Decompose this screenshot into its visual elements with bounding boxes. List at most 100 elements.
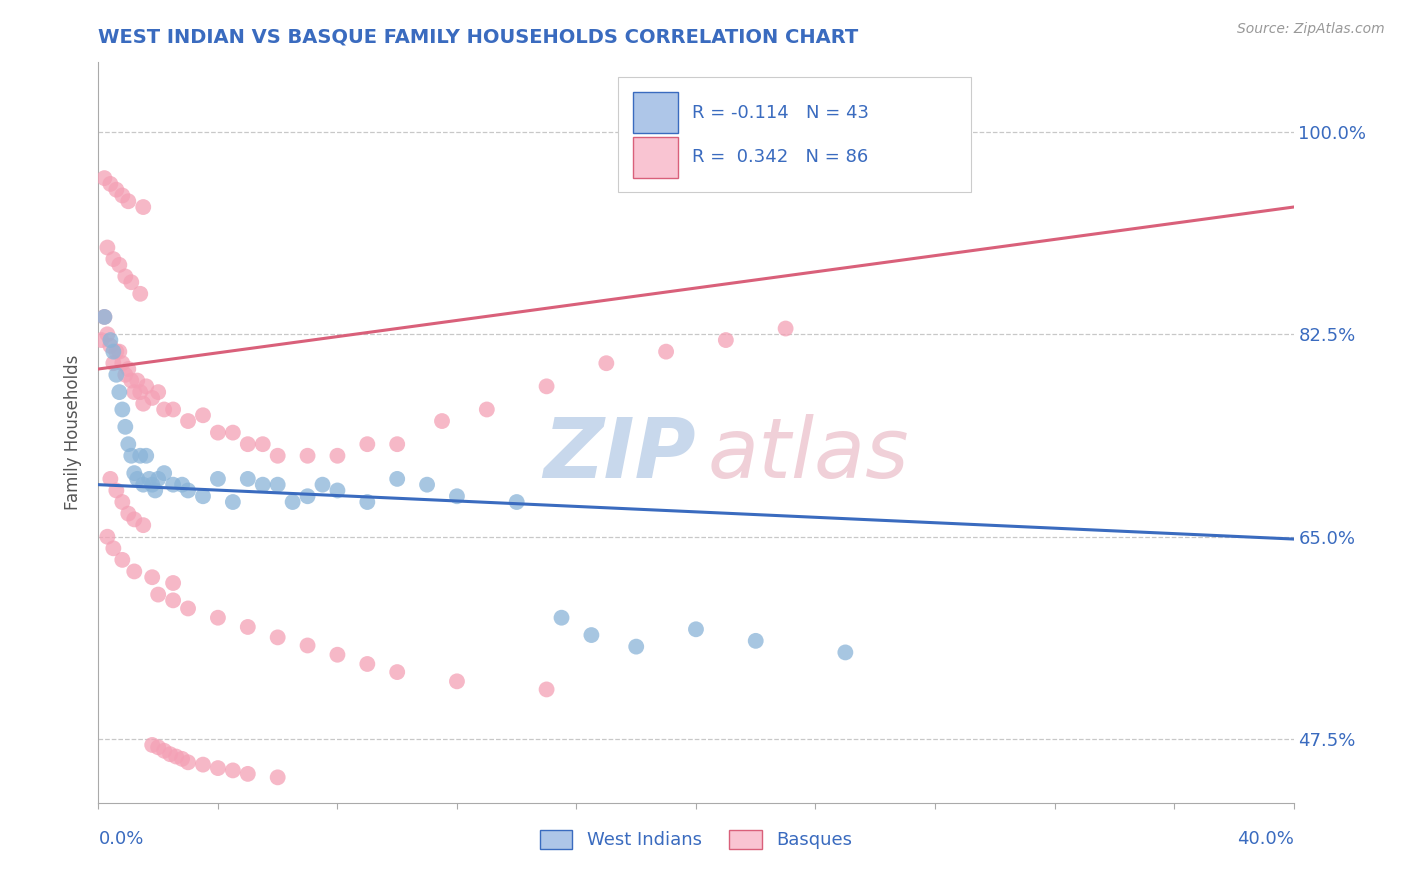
Point (655, 344, 678, 359)
Point (446, 674, 468, 689)
FancyBboxPatch shape (633, 93, 678, 133)
Point (222, 764, 245, 778)
Point (162, 593, 184, 607)
Point (105, 368, 128, 382)
Point (148, 472, 170, 486)
Point (117, 437, 139, 451)
Point (105, 483, 128, 498)
Point (177, 601, 200, 615)
Legend: West Indians, Basques: West Indians, Basques (533, 823, 859, 856)
Point (127, 472, 149, 486)
Point (385, 472, 409, 486)
Point (105, 183, 128, 197)
Point (98, 333, 122, 347)
Point (191, 409, 214, 423)
Point (111, 402, 134, 417)
Point (120, 374, 142, 388)
Point (236, 472, 259, 486)
Point (111, 188, 134, 202)
Point (207, 611, 229, 625)
Point (120, 275, 142, 289)
Point (775, 321, 797, 335)
Point (103, 252, 125, 266)
Point (124, 466, 146, 480)
Point (103, 344, 125, 359)
Point (132, 477, 155, 491)
Point (252, 437, 274, 451)
Point (626, 640, 648, 654)
Point (207, 761, 229, 775)
Point (117, 194, 139, 209)
Point (127, 374, 149, 388)
Point (236, 437, 259, 451)
Point (98, 472, 122, 486)
Point (129, 286, 152, 301)
Point (129, 385, 152, 400)
Point (536, 682, 558, 697)
Text: R = -0.114   N = 43: R = -0.114 N = 43 (692, 103, 869, 122)
Point (162, 576, 184, 591)
Point (132, 397, 155, 411)
Text: Source: ZipAtlas.com: Source: ZipAtlas.com (1237, 22, 1385, 37)
Point (138, 472, 160, 486)
Point (162, 477, 184, 491)
Point (222, 425, 245, 440)
Point (159, 747, 181, 762)
Point (153, 402, 176, 417)
Point (356, 495, 378, 509)
Point (117, 362, 139, 376)
Point (207, 472, 229, 486)
Point (120, 449, 142, 463)
Point (326, 483, 349, 498)
Point (475, 402, 498, 417)
Point (117, 507, 139, 521)
Point (132, 518, 155, 533)
Point (595, 356, 617, 370)
Point (446, 489, 468, 503)
Point (385, 437, 409, 451)
Point (236, 767, 259, 781)
Point (103, 541, 125, 556)
Text: ZIP: ZIP (543, 414, 696, 495)
Point (311, 477, 333, 491)
Point (132, 200, 155, 214)
Point (222, 495, 245, 509)
Point (96, 327, 118, 342)
Point (581, 628, 603, 642)
Point (90, 333, 112, 347)
Point (135, 379, 157, 393)
Text: 40.0%: 40.0% (1237, 830, 1294, 847)
Point (93, 310, 115, 324)
Text: R =  0.342   N = 86: R = 0.342 N = 86 (692, 148, 869, 166)
Point (745, 633, 768, 648)
Point (172, 477, 194, 491)
Point (385, 665, 409, 679)
Point (141, 570, 163, 584)
Point (96, 240, 118, 254)
Point (236, 620, 259, 634)
Point (124, 565, 146, 579)
Point (105, 344, 128, 359)
Point (111, 553, 134, 567)
Point (141, 738, 163, 752)
Point (416, 477, 439, 491)
Point (506, 495, 529, 509)
Point (165, 749, 187, 764)
Point (93, 171, 115, 186)
Point (103, 356, 125, 370)
Point (177, 756, 200, 770)
Point (252, 477, 274, 491)
Point (326, 648, 349, 662)
Point (430, 414, 453, 428)
Point (114, 269, 136, 284)
Point (148, 588, 170, 602)
Text: WEST INDIAN VS BASQUE FAMILY HOUSEHOLDS CORRELATION CHART: WEST INDIAN VS BASQUE FAMILY HOUSEHOLDS … (98, 28, 859, 47)
Point (148, 385, 170, 400)
Point (550, 611, 572, 625)
FancyBboxPatch shape (633, 136, 678, 178)
Point (685, 622, 707, 636)
Point (143, 483, 166, 498)
Point (191, 757, 214, 772)
Point (297, 449, 319, 463)
Point (129, 449, 152, 463)
